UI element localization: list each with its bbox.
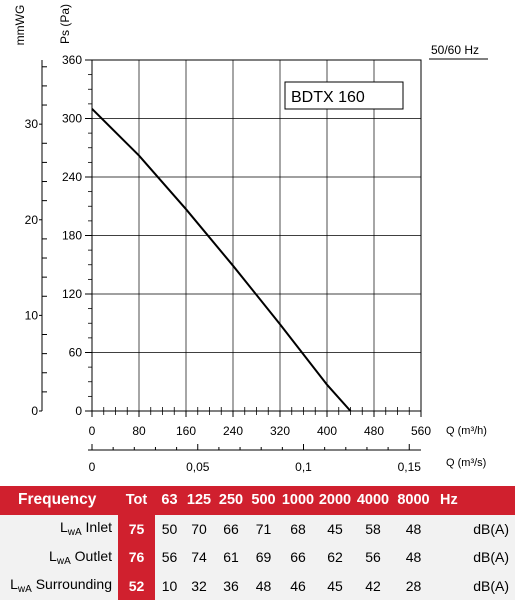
fan-performance-chart: mmWG Ps (Pa) 50/60 Hz 060120180240300360… [13,4,488,474]
table-cell: 69 [248,543,279,572]
performance-curve [91,108,352,412]
mmwg-axis: 0 10 20 30 [25,60,47,418]
table-cell: 36 [214,571,248,600]
mmwg-tick-label: 0 [31,404,38,418]
mmwg-axis-title: mmWG [13,5,27,46]
x-tick-label: 240 [223,424,243,438]
x-axis-title: Q (m³/h) [446,425,487,437]
secondary-x-axis: 0 0,05 0,1 0,15 [88,444,421,474]
unit-label: dB(A) [434,543,515,572]
table-cell: 48 [248,571,279,600]
header-63: 63 [155,486,184,515]
table-cell: 66 [279,543,317,572]
table-cell: 32 [184,571,214,600]
x2-axis-title: Q (m³/s) [446,457,486,469]
model-label-box [284,81,404,110]
unit-label: dB(A) [434,571,515,600]
table-row: LwA Inlet 75 50 70 66 71 68 45 58 48 dB(… [0,514,515,543]
row-label-outlet: LwA Outlet [0,543,118,572]
tot-value: 76 [118,543,155,572]
noise-table-header: Frequency Tot 63 125 250 500 1000 2000 4… [0,486,515,515]
mmwg-tick-label: 10 [25,308,39,322]
header-2000: 2000 [317,486,353,515]
x2-tick-label: 0 [89,460,96,474]
table-cell: 42 [353,571,393,600]
table-cell: 45 [317,514,353,543]
y-tick-label: 360 [62,53,82,67]
x-tick-label: 560 [411,424,431,438]
x-tick-label: 0 [89,424,96,438]
unit-label: dB(A) [434,514,515,543]
grid-lines [91,59,422,412]
row-label-inlet: LwA Inlet [0,514,118,543]
table-cell: 62 [317,543,353,572]
table-cell: 56 [155,543,184,572]
header-250: 250 [214,486,248,515]
plot-frame [91,59,422,412]
y-tick-label: 180 [62,229,82,243]
table-cell: 50 [155,514,184,543]
table-cell: 48 [393,514,434,543]
x2-tick-label: 0,15 [398,460,422,474]
pressure-axis-title: Ps (Pa) [58,4,72,44]
header-1000: 1000 [279,486,317,515]
y-tick-label: 60 [69,346,83,360]
table-cell: 45 [317,571,353,600]
x-tick-label: 80 [132,424,146,438]
x-tick-label: 320 [270,424,290,438]
header-frequency: Frequency [0,486,118,515]
x-tick-label: 400 [317,424,337,438]
header-500: 500 [248,486,279,515]
x2-tick-label: 0,1 [295,460,312,474]
noise-table: Frequency Tot 63 125 250 500 1000 2000 4… [0,486,515,600]
y-tick-label: 0 [75,404,82,418]
table-cell: 58 [353,514,393,543]
table-row: LwA Outlet 76 56 74 61 69 66 62 56 48 dB… [0,543,515,572]
x-tick-label: 480 [364,424,384,438]
header-4000: 4000 [353,486,393,515]
mmwg-tick-label: 30 [25,117,39,131]
table-cell: 61 [214,543,248,572]
table-row: LwA Surrounding 52 10 32 36 48 46 45 42 … [0,571,515,600]
table-cell: 46 [279,571,317,600]
header-8000: 8000 [393,486,434,515]
table-cell: 71 [248,514,279,543]
header-hz: Hz [434,486,515,515]
table-cell: 66 [214,514,248,543]
y-tick-label: 120 [62,287,82,301]
header-tot: Tot [118,486,155,515]
x-tick-label: 160 [176,424,196,438]
table-cell: 70 [184,514,214,543]
tot-value: 52 [118,571,155,600]
minor-ticks [88,74,410,415]
model-label: BDTX 160 [291,89,365,106]
y-tick-label: 240 [62,170,82,184]
y-tick-label: 300 [62,112,82,126]
table-cell: 10 [155,571,184,600]
row-label-surrounding: LwA Surrounding [0,571,118,600]
table-cell: 28 [393,571,434,600]
header-125: 125 [184,486,214,515]
mmwg-tick-label: 20 [25,213,39,227]
table-cell: 56 [353,543,393,572]
frequency-label: 50/60 Hz [431,43,479,57]
y-tick-labels: 0 60 120 180 240 300 360 [62,53,92,418]
table-cell: 74 [184,543,214,572]
x-tick-labels: 0 80 160 240 320 400 480 560 [89,411,431,438]
x2-tick-label: 0,05 [186,460,210,474]
tot-value: 75 [118,514,155,543]
table-cell: 48 [393,543,434,572]
table-cell: 68 [279,514,317,543]
